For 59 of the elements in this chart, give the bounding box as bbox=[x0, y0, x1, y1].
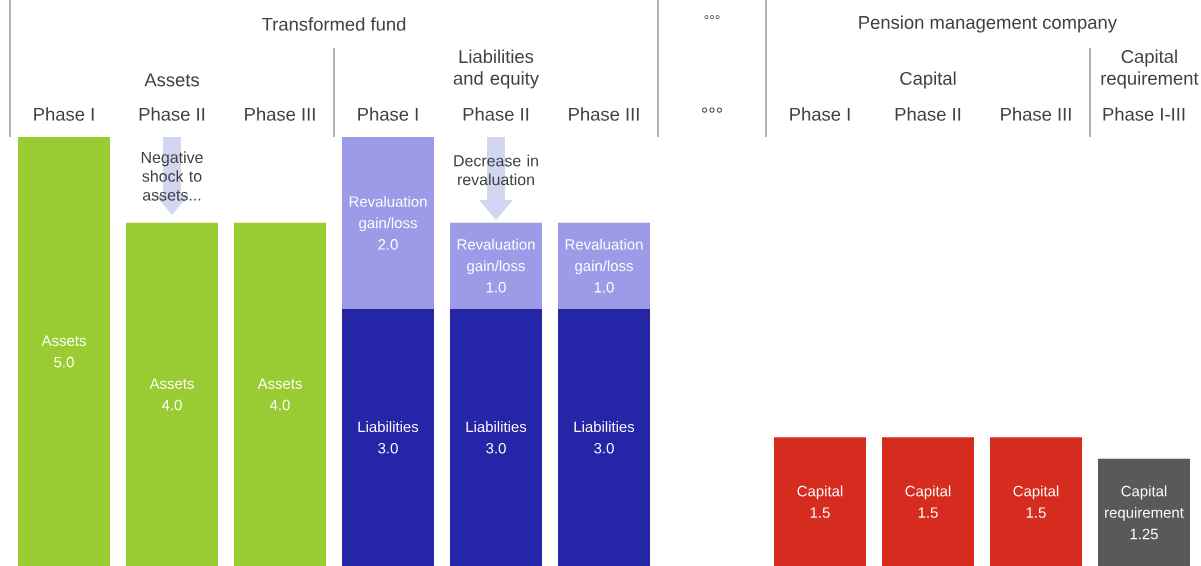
text: Capital bbox=[1013, 485, 1059, 500]
text: Assets bbox=[149, 378, 194, 389]
data-label: 1.5 bbox=[918, 507, 938, 518]
x-tick-label: Phase II bbox=[463, 107, 529, 121]
series-label: Capital requirement bbox=[1105, 485, 1184, 521]
x-tick-label: Phase III bbox=[245, 107, 315, 121]
text: Pension management company bbox=[859, 15, 1117, 33]
bar bbox=[882, 437, 974, 566]
x-tick-label: Phase III bbox=[1001, 107, 1071, 121]
data-label: 3.0 bbox=[486, 442, 506, 454]
bar bbox=[1098, 458, 1191, 566]
bar bbox=[990, 437, 1083, 566]
x-tick-label: Phase II bbox=[895, 107, 961, 121]
text: Liabilities and equity bbox=[453, 49, 539, 89]
text: Liabilities bbox=[574, 421, 635, 433]
text: Capital bbox=[905, 485, 951, 500]
bar bbox=[774, 437, 866, 566]
data-label: 5.0 bbox=[54, 356, 74, 368]
bar bbox=[342, 308, 434, 566]
text: Liabilities bbox=[466, 421, 527, 433]
bar bbox=[234, 222, 326, 566]
x-tick-label: Phase I bbox=[790, 107, 850, 121]
x-tick-label: °°° bbox=[702, 107, 722, 113]
series-label: Liabilities bbox=[358, 421, 419, 433]
data-label: 2.0 bbox=[378, 239, 398, 250]
bar bbox=[450, 222, 542, 309]
bar bbox=[450, 308, 542, 566]
data-label: 3.0 bbox=[378, 442, 398, 454]
annotation: Negative shock to assets... bbox=[141, 151, 203, 201]
series-label: Revaluation gain/loss bbox=[349, 195, 427, 232]
text: Assets bbox=[144, 73, 199, 87]
data-label: 4.0 bbox=[269, 399, 290, 411]
data-label: 3.0 bbox=[594, 442, 614, 454]
annotation: Decrease in revaluation bbox=[454, 154, 538, 186]
x-tick-label: Phase I bbox=[34, 107, 94, 121]
data-label: 1.5 bbox=[1026, 507, 1046, 518]
bar bbox=[558, 222, 650, 309]
data-label: 4.0 bbox=[161, 399, 182, 411]
text: Revaluation gain/loss bbox=[565, 238, 643, 275]
text: Transformed fund bbox=[262, 17, 406, 31]
bar bbox=[18, 137, 110, 566]
series-label: Assets bbox=[41, 335, 86, 346]
text: °°° bbox=[704, 15, 720, 19]
text: Capital requirement bbox=[1101, 49, 1199, 89]
text: Capital bbox=[900, 71, 956, 89]
bar bbox=[558, 308, 650, 566]
series-label: Capital bbox=[797, 485, 843, 500]
text: Assets bbox=[257, 378, 302, 389]
data-label: 1.5 bbox=[810, 507, 830, 518]
bar bbox=[126, 222, 218, 566]
bar bbox=[342, 137, 434, 309]
text: Revaluation gain/loss bbox=[457, 238, 535, 275]
data-label: 1.25 bbox=[1130, 528, 1158, 540]
x-tick-label: Phase I bbox=[358, 107, 418, 121]
x-tick-label: Phase I-III bbox=[1103, 107, 1185, 121]
data-label: 1.0 bbox=[594, 282, 614, 293]
data-label: 1.0 bbox=[486, 282, 506, 293]
x-tick-label: Phase II bbox=[139, 107, 205, 121]
x-tick-label: Phase III bbox=[569, 107, 639, 121]
